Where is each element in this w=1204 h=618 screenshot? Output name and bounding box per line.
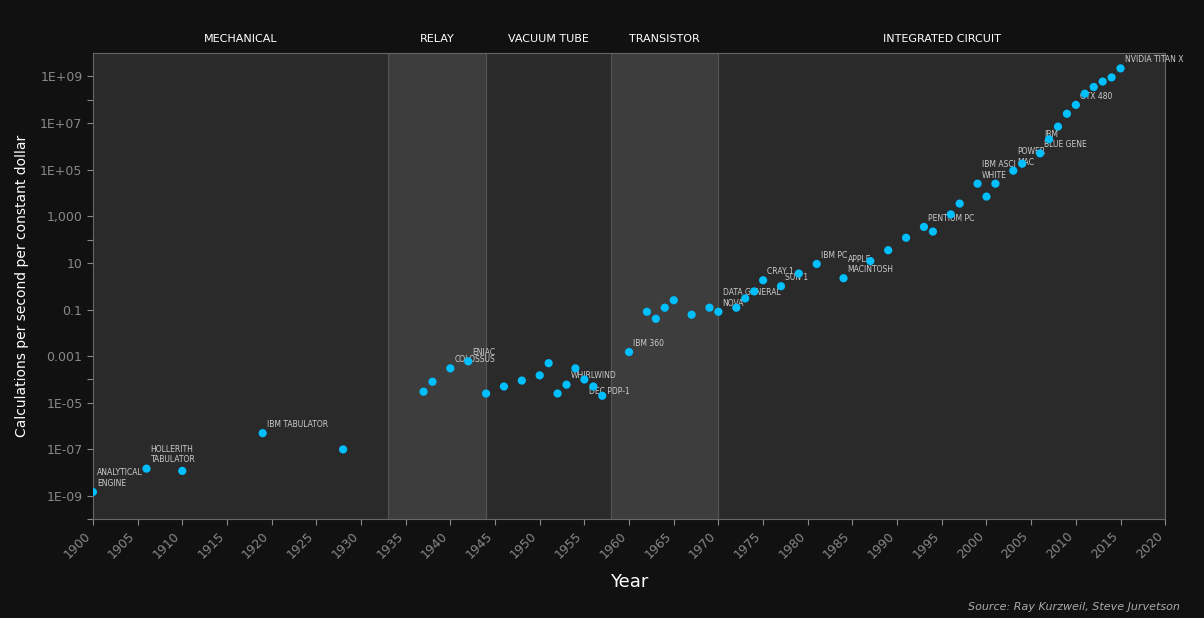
Text: APPLE
MACINTOSH: APPLE MACINTOSH [848,255,893,274]
Text: COLOSSUS: COLOSSUS [454,355,495,364]
Point [1039,134,1058,144]
Point [253,428,272,438]
Point [647,314,666,324]
Point [619,347,638,357]
Point [172,466,191,476]
Point [807,259,826,269]
Point [709,307,728,317]
Y-axis label: Calculations per second per constant dollar: Calculations per second per constant dol… [14,135,29,438]
Text: SUN 1: SUN 1 [785,273,808,282]
Point [459,357,478,366]
X-axis label: Year: Year [610,573,648,591]
Point [512,376,531,386]
Bar [612,53,719,519]
Text: IBM TABULATOR: IBM TABULATOR [267,420,327,429]
Text: HOLLERITH
TABULATOR: HOLLERITH TABULATOR [150,445,195,465]
Bar [388,53,486,519]
Point [655,303,674,313]
Point [592,391,612,400]
Text: IBM 360: IBM 360 [633,339,665,348]
Point [1013,159,1032,169]
Point [789,269,808,279]
Point [1084,82,1103,92]
Text: ENIAC: ENIAC [472,348,496,357]
Point [1004,166,1023,176]
Text: CRAY 1: CRAY 1 [767,267,793,276]
Text: Source: Ray Kurzweil, Steve Jurvetson: Source: Ray Kurzweil, Steve Jurvetson [968,602,1180,612]
Point [539,358,559,368]
Text: PENTIUM PC: PENTIUM PC [928,214,974,222]
Bar [719,53,1165,519]
Text: MECHANICAL: MECHANICAL [203,34,277,44]
Point [879,245,898,255]
Point [986,179,1005,188]
Point [1049,122,1068,132]
Bar [93,53,388,519]
Point [548,389,567,399]
Point [950,198,969,208]
Point [727,303,746,313]
Text: ANALYTICAL
ENGINE: ANALYTICAL ENGINE [98,468,143,488]
Text: TRANSISTOR: TRANSISTOR [630,34,701,44]
Point [1075,89,1094,99]
Point [414,387,433,397]
Point [861,256,880,266]
Point [566,363,585,373]
Point [754,276,773,286]
Text: IBM PC: IBM PC [821,251,848,260]
Point [681,310,701,320]
Point [557,379,577,389]
Text: DEC PDP-1: DEC PDP-1 [589,387,630,396]
Point [897,233,916,243]
Point [1067,100,1086,110]
Text: WHIRLWIND: WHIRLWIND [571,371,616,381]
Point [1093,77,1112,87]
Point [584,381,603,391]
Point [423,377,442,387]
Point [923,227,943,237]
Point [968,179,987,188]
Point [1102,72,1121,82]
Text: POWER
MAC: POWER MAC [1017,147,1045,166]
Point [1111,64,1131,74]
Text: IBM
BLUE GENE: IBM BLUE GENE [1044,130,1087,149]
Point [834,273,854,283]
Text: RELAY: RELAY [419,34,454,44]
Text: IBM ASCI
WHITE: IBM ASCI WHITE [981,160,1016,179]
Point [637,307,656,317]
Point [1057,109,1076,119]
Point [530,370,549,380]
Point [137,464,157,473]
Point [914,222,933,232]
Text: INTEGRATED CIRCUIT: INTEGRATED CIRCUIT [883,34,1001,44]
Point [477,389,496,399]
Point [334,444,353,454]
Point [83,487,102,497]
Bar [486,53,612,519]
Point [495,381,514,391]
Text: DATA GENERAL
NOVA: DATA GENERAL NOVA [722,288,780,308]
Point [665,295,684,305]
Point [976,192,996,201]
Point [772,281,791,291]
Point [736,294,755,303]
Point [1031,148,1050,158]
Text: GTX 480: GTX 480 [1080,91,1112,101]
Point [700,303,719,313]
Point [441,363,460,373]
Text: VACUUM TUBE: VACUUM TUBE [508,34,589,44]
Point [574,375,594,384]
Text: NVIDIA TITAN X: NVIDIA TITAN X [1125,55,1184,64]
Point [744,287,763,297]
Point [942,210,961,219]
